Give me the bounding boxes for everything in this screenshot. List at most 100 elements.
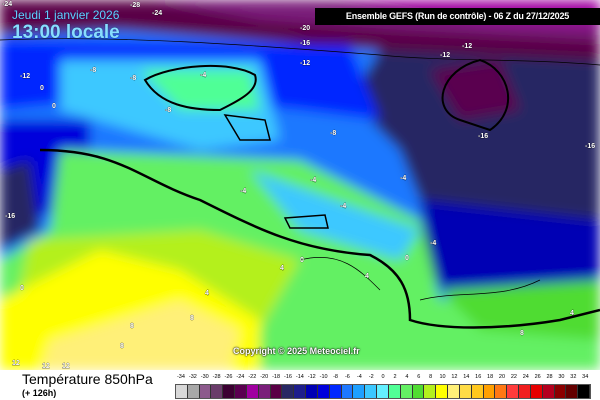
legend-swatch <box>424 385 437 398</box>
legend-tick-label: -20 <box>260 374 269 380</box>
contour-label: 12 <box>42 363 50 370</box>
contour-label: -8 <box>130 75 136 82</box>
legend-swatch <box>566 385 579 398</box>
contour-label: -16 <box>5 213 15 220</box>
legend-swatch <box>459 385 472 398</box>
contour-label: -4 <box>310 177 316 184</box>
contour-label: -12 <box>462 43 472 50</box>
legend-swatch <box>448 385 460 398</box>
contour-label: -4 <box>340 203 346 210</box>
contour-label: -28 <box>130 2 140 9</box>
parameter-title: Température 850hPa <box>22 371 153 387</box>
legend-swatch <box>341 385 354 398</box>
legend-tick-label: -30 <box>200 374 209 380</box>
legend-tick-label: -2 <box>368 374 374 380</box>
temperature-map: -24 -28 -24 -20 -16 -12 -12 -12 -8 -8 -4 0 0 -8 -16 -16… <box>0 0 600 370</box>
legend-swatch <box>377 385 389 398</box>
legend-swatch <box>436 385 449 398</box>
legend-tick-label: 2 <box>393 374 397 380</box>
contour-label: 8 <box>130 323 134 330</box>
contour-label: -8 <box>165 107 171 114</box>
legend-swatch <box>483 385 496 398</box>
copyright-notice: Copyright © 2025 Meteociel.fr <box>233 346 360 356</box>
legend-swatch <box>306 385 318 398</box>
forecast-local-time: 13:00 locale <box>12 22 120 43</box>
legend-swatch <box>329 385 342 398</box>
contour-label: 4 <box>570 310 574 317</box>
contour-label: -16 <box>585 143 595 150</box>
contour-label: -12 <box>440 52 450 59</box>
legend-swatch <box>258 385 271 398</box>
color-scale-legend: -34 -32 -30 -28 -26 -24 -22 -20 -18 -16 -14 -12 -10-… <box>175 374 591 399</box>
legend-tick-label: 10 <box>439 374 446 380</box>
legend-tick-label: -4 <box>356 374 362 380</box>
contour-label: 4 <box>365 273 369 280</box>
contour-label: -4 <box>200 72 206 79</box>
temperature-fields <box>0 0 600 370</box>
legend-swatch <box>176 385 188 398</box>
legend-swatch <box>199 385 212 398</box>
legend-tick-label: 8 <box>429 374 433 380</box>
legend-swatch <box>471 385 484 398</box>
forecast-date: Jeudi 1 janvier 2026 <box>12 8 120 22</box>
contour-label: 8 <box>520 330 524 337</box>
legend-swatch <box>554 385 567 398</box>
contour-label: 0 <box>405 255 409 262</box>
legend-swatch <box>519 385 531 398</box>
footer-panel: Température 850hPa (+ 126h) -34 -32 -30 -2 8… <box>0 370 600 400</box>
legend-tick-label: 22 <box>510 374 517 380</box>
legend-tick-label: 14 <box>463 374 470 380</box>
contour-label: 4 <box>280 265 284 272</box>
contour-label: -24 <box>2 1 12 8</box>
legend-tick-label: 34 <box>582 374 589 380</box>
legend-tick-labels: -34 -32 -30 -28 -26 -24 -22 -20 -18 -16 -14 -12 -10-… <box>175 374 591 384</box>
legend-tick-label: -18 <box>272 374 281 380</box>
legend-swatch <box>270 385 283 398</box>
legend-tick-label: 0 <box>381 374 385 380</box>
legend-tick-label: -14 <box>295 374 304 380</box>
legend-swatch <box>400 385 413 398</box>
legend-tick-label: 30 <box>558 374 565 380</box>
legend-tick-label: 24 <box>522 374 529 380</box>
contour-label: -8 <box>330 130 336 137</box>
contour-label: 0 <box>40 85 44 92</box>
contour-label: -4 <box>240 188 246 195</box>
legend-swatch <box>353 385 366 398</box>
legend-tick-label: -26 <box>224 374 233 380</box>
contour-label: -4 <box>400 175 406 182</box>
legend-swatch <box>412 385 425 398</box>
model-run-banner: Ensemble GEFS (Run de contrôle) - 06 Z d… <box>315 8 600 25</box>
legend-tick-label: -34 <box>176 374 185 380</box>
legend-swatch <box>211 385 224 398</box>
legend-tick-label: 6 <box>417 374 421 380</box>
contour-label: 12 <box>62 363 70 370</box>
legend-swatch <box>187 385 200 398</box>
legend-swatch <box>365 385 378 398</box>
legend-tick-label: 32 <box>570 374 577 380</box>
contour-label: -12 <box>300 60 310 67</box>
contour-label: 4 <box>205 290 209 297</box>
contour-label: -4 <box>430 240 436 247</box>
lead-time: (+ 126h) <box>22 388 57 398</box>
legend-tick-label: -16 <box>283 374 292 380</box>
contour-label: -12 <box>20 73 30 80</box>
contour-label: -24 <box>152 10 162 17</box>
legend-tick-label: 16 <box>475 374 482 380</box>
legend-tick-label: 4 <box>405 374 409 380</box>
legend-tick-label: -32 <box>188 374 197 380</box>
legend-swatch <box>495 385 508 398</box>
contour-value-labels: -24 -28 -24 -20 -16 -12 -12 -12 -8 -8 -4 0 0 -8 -16 -16… <box>2 1 596 370</box>
legend-swatch <box>542 385 555 398</box>
legend-swatch <box>294 385 307 398</box>
legend-swatch <box>282 385 295 398</box>
legend-tick-label: -8 <box>333 374 338 380</box>
legend-swatch <box>235 385 247 398</box>
legend-tick-label: -10 <box>319 374 328 380</box>
legend-swatch <box>223 385 236 398</box>
legend-swatch <box>578 385 590 398</box>
legend-tick-label: -22 <box>248 374 257 380</box>
legend-tick-label: -12 <box>307 374 316 380</box>
contour-label: -8 <box>90 67 96 74</box>
legend-tick-label: 12 <box>451 374 458 380</box>
legend-swatch <box>246 385 259 398</box>
